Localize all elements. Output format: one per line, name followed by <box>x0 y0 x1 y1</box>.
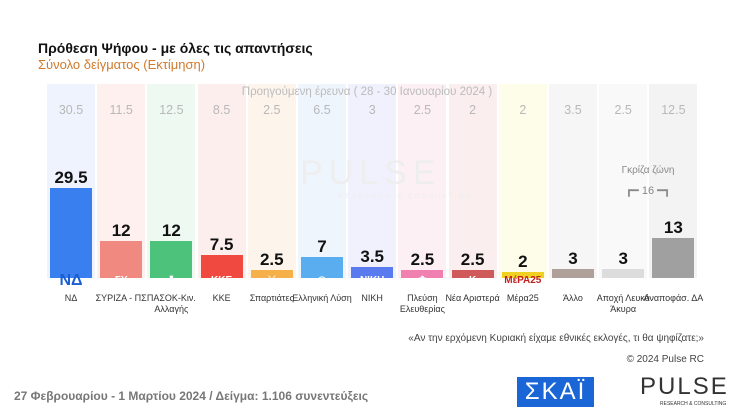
category-label: ΣΥΡΙΖΑ - ΠΣ <box>95 293 147 303</box>
category-label: Ελληνική Λύση <box>292 293 352 303</box>
column-background <box>348 84 397 278</box>
pulse-logo-sub: RESEARCH & CONSULTING <box>660 401 727 407</box>
grey-zone-label: Γκρίζα ζώνη <box>621 165 675 176</box>
party-logo-icon: Κ <box>468 275 477 286</box>
column-background <box>197 84 246 278</box>
category-label: ΠΑΣΟΚ-Κιν. Αλλαγής <box>146 293 196 314</box>
skai-logo: ΣΚΑΪ <box>517 377 594 407</box>
category-label: Αναποφάσ. ΔΑ <box>643 293 704 303</box>
bar <box>301 256 343 278</box>
bar <box>150 241 193 278</box>
bar <box>351 267 394 278</box>
category-label: Αποχή Λευκό Άκυρα <box>596 293 650 314</box>
previous-value: 2.5 <box>263 103 281 117</box>
previous-value: 11.5 <box>109 103 133 117</box>
party-logo-icon: ⚔ <box>267 275 277 286</box>
bar-value-label: 2.5 <box>410 250 435 270</box>
party-logo-icon: ✿ <box>418 275 427 286</box>
bar <box>200 255 243 278</box>
party-logo-icon: ΣΥ <box>114 275 128 286</box>
party-logo-icon: ◎ <box>317 275 327 286</box>
column-background <box>599 84 648 278</box>
previous-value: 2 <box>469 103 477 117</box>
previous-value: 3.5 <box>564 103 582 117</box>
previous-value: 2.5 <box>614 103 632 117</box>
bar <box>602 268 645 278</box>
chart-subtitle: Σύνολο δείγματος (Εκτίμηση) <box>38 57 206 72</box>
bar-value-label: 29.5 <box>54 168 88 188</box>
previous-value: 2.5 <box>413 103 432 117</box>
footer-info: 27 Φεβρουαρίου - 1 Μαρτίου 2024 / Δείγμα… <box>14 389 369 403</box>
category-label: Πλεύση Ελευθερίας <box>399 293 445 314</box>
previous-value: 2 <box>519 103 527 117</box>
chart-title: Πρόθεση Ψήφου - με όλες τις απαντήσεις <box>38 40 313 56</box>
bar <box>451 270 494 278</box>
previous-survey-label: Προηγούμενη έρευνα ( 28 - 30 Ιανουαρίου … <box>241 86 493 98</box>
column-background <box>498 84 547 278</box>
category-label: ΝΙΚΗ <box>361 293 383 303</box>
previous-value: 30.5 <box>58 103 84 117</box>
pulse-logo: PULSE <box>640 373 729 400</box>
bar-value-label: 2.5 <box>460 250 485 270</box>
bar-value-label: 13 <box>663 218 683 238</box>
party-logo-icon: ΝΙΚΗ <box>359 275 385 286</box>
bar-value-label: 3 <box>568 248 578 268</box>
party-logo-icon: ΝΔ <box>59 272 83 289</box>
bar <box>652 238 695 278</box>
bar-value-label: 3 <box>618 248 628 268</box>
category-label: ΚΚΕ <box>212 293 231 303</box>
category-label: Σπαρτιάτες <box>249 293 294 303</box>
bar <box>552 268 594 278</box>
bar-value-label: 3.5 <box>360 247 384 267</box>
column-background <box>298 84 346 278</box>
previous-value: 8.5 <box>212 103 231 117</box>
watermark: PULSE <box>300 154 442 192</box>
grey-zone-number: 16 <box>641 185 655 197</box>
party-logo-icon: ΚΚΕ <box>211 275 233 286</box>
grey-zone-value: ┏━ 16 ━┓ <box>625 185 671 197</box>
bar <box>401 270 444 278</box>
bar <box>100 241 143 278</box>
previous-value: 6.5 <box>313 103 331 117</box>
column-background <box>549 84 597 278</box>
previous-value: 12.5 <box>159 103 184 117</box>
category-label: Νέα Αριστερά <box>445 293 500 303</box>
bar-value-label: 2 <box>518 251 528 271</box>
previous-value: 12.5 <box>661 103 686 117</box>
bar-value-label: 2.5 <box>259 250 284 270</box>
copyright: © 2024 Pulse RC <box>626 354 704 365</box>
category-label: ΝΔ <box>64 293 78 303</box>
party-logo-icon: ☘ <box>166 275 176 286</box>
category-label: Μέρα25 <box>506 293 539 303</box>
bar-value-label: 7 <box>317 236 327 256</box>
column-background <box>448 84 497 278</box>
column-background <box>247 84 296 278</box>
bar <box>501 271 544 278</box>
survey-question: «Αν την ερχόμενη Κυριακή είχαμε εθνικές … <box>408 333 704 344</box>
bar-value-label: 12 <box>161 221 181 241</box>
category-label: Άλλο <box>563 293 583 303</box>
bar <box>50 188 92 278</box>
party-logo-icon: ΜέΡΑ25 <box>504 275 542 286</box>
bar-value-label: 7.5 <box>209 235 234 255</box>
previous-value: 3 <box>368 103 376 117</box>
bar <box>250 270 293 278</box>
bar-value-label: 12 <box>111 221 131 241</box>
watermark-sub: RESEARCH & CONSULTING <box>338 193 473 200</box>
column-background <box>398 84 447 278</box>
